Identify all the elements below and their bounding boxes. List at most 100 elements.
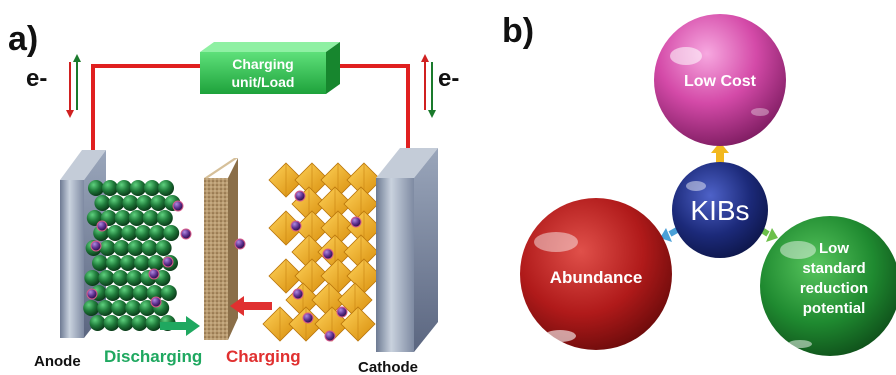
panel-b-label: b): [502, 12, 534, 50]
bubble-low-cost: Low Cost: [654, 14, 786, 146]
anode-sphere: [150, 195, 167, 211]
electron-arrows-right: [421, 54, 436, 118]
anode-sphere: [114, 210, 131, 226]
potassium-ions: [86, 190, 362, 342]
charging-unit-line1: Charging: [232, 56, 293, 72]
potassium-ion: [150, 296, 162, 308]
anode-sphere: [144, 180, 160, 196]
anode-sphere: [97, 300, 114, 316]
potassium-ion: [96, 220, 108, 232]
abundance-label: Abundance: [550, 268, 643, 287]
anode-sphere: [111, 300, 128, 316]
charging-label: Charging: [226, 347, 301, 366]
electron-arrows-left: [66, 54, 81, 118]
anode-sphere: [134, 255, 150, 271]
cathode-octahedra: [262, 162, 382, 342]
right-label-line3: reduction: [800, 280, 868, 297]
anode-sphere: [89, 315, 106, 331]
anode-sphere: [126, 270, 143, 286]
anode-sphere: [117, 315, 134, 331]
bubble-abundance: Abundance: [520, 198, 672, 350]
potassium-ion: [148, 268, 160, 280]
arrow-to-top: [711, 142, 729, 166]
anode-sphere: [132, 285, 149, 301]
right-label-line2: standard: [802, 260, 865, 277]
potassium-ion: [350, 216, 362, 228]
anode-label: Anode: [34, 353, 81, 370]
anode-sphere: [145, 315, 162, 331]
anode-sphere: [149, 225, 166, 241]
potassium-ion: [322, 248, 334, 260]
anode-sphere: [121, 225, 138, 241]
separator: [204, 158, 238, 340]
panel-a: a) Charging unit/Load e- e-: [8, 20, 459, 375]
potassium-ion: [162, 256, 174, 268]
anode-sphere: [135, 225, 152, 241]
anode-sphere: [103, 315, 120, 331]
anode-sphere: [113, 240, 130, 256]
electron-label-left: e-: [26, 65, 47, 92]
bubble-low-potential: Low standard reduction potential: [760, 216, 896, 356]
anode-sphere: [98, 270, 115, 286]
anode-sphere: [104, 285, 121, 301]
anode-sphere: [106, 255, 122, 271]
anode-sphere: [131, 315, 148, 331]
right-label-line4: potential: [803, 300, 866, 317]
potassium-ion: [90, 240, 102, 252]
anode-sphere: [116, 180, 132, 196]
anode-sphere: [107, 225, 124, 241]
anode-sphere: [127, 240, 144, 256]
anode-sphere: [125, 300, 142, 316]
potassium-ion: [292, 288, 304, 300]
right-label-line1: Low: [819, 240, 849, 257]
potassium-ion: [294, 190, 306, 202]
cathode-label: Cathode: [358, 359, 418, 375]
potassium-ion: [234, 238, 246, 250]
anode-sphere: [92, 255, 108, 271]
anode-sphere: [158, 180, 174, 196]
charging-unit-box: Charging unit/Load: [200, 42, 340, 94]
anode-sphere: [155, 240, 172, 256]
anode-sphere: [94, 195, 111, 211]
anode-sphere: [88, 180, 104, 196]
anode-sphere: [160, 285, 177, 301]
anode-sphere: [156, 210, 173, 226]
anode-sphere: [142, 210, 159, 226]
anode-sphere: [148, 255, 164, 271]
anode-sphere: [122, 195, 139, 211]
panel-a-label: a): [8, 20, 38, 58]
potassium-ion: [290, 220, 302, 232]
anode-sphere: [118, 285, 135, 301]
anode-sphere: [102, 180, 118, 196]
panel-b: b) Low Cost Abundance: [502, 12, 896, 356]
anode-sphere: [99, 240, 116, 256]
anode-sphere: [84, 270, 101, 286]
discharging-label: Discharging: [104, 347, 202, 366]
anode-sphere: [108, 195, 125, 211]
anode-spheres: [83, 180, 181, 331]
anode-sphere: [141, 240, 158, 256]
charging-arrow: [230, 296, 272, 316]
kibs-label: KIBs: [690, 195, 749, 226]
potassium-ion: [172, 200, 184, 212]
cathode-plate: [376, 148, 438, 352]
discharging-arrow: [160, 316, 200, 336]
potassium-ion: [324, 330, 336, 342]
anode-sphere: [146, 285, 163, 301]
potassium-ion: [302, 312, 314, 324]
potassium-ion: [86, 288, 98, 300]
anode-sphere: [136, 195, 153, 211]
bubble-kibs: KIBs: [672, 162, 768, 258]
anode-sphere: [130, 180, 146, 196]
anode-sphere: [83, 300, 100, 316]
potassium-ion: [180, 228, 192, 240]
low-cost-label: Low Cost: [684, 73, 757, 90]
electron-label-right: e-: [438, 65, 459, 92]
external-wire: [91, 64, 410, 162]
potassium-ion: [336, 306, 348, 318]
anode-sphere: [128, 210, 145, 226]
charging-unit-line2: unit/Load: [232, 74, 295, 90]
anode-sphere: [163, 225, 180, 241]
anode-sphere: [120, 255, 136, 271]
